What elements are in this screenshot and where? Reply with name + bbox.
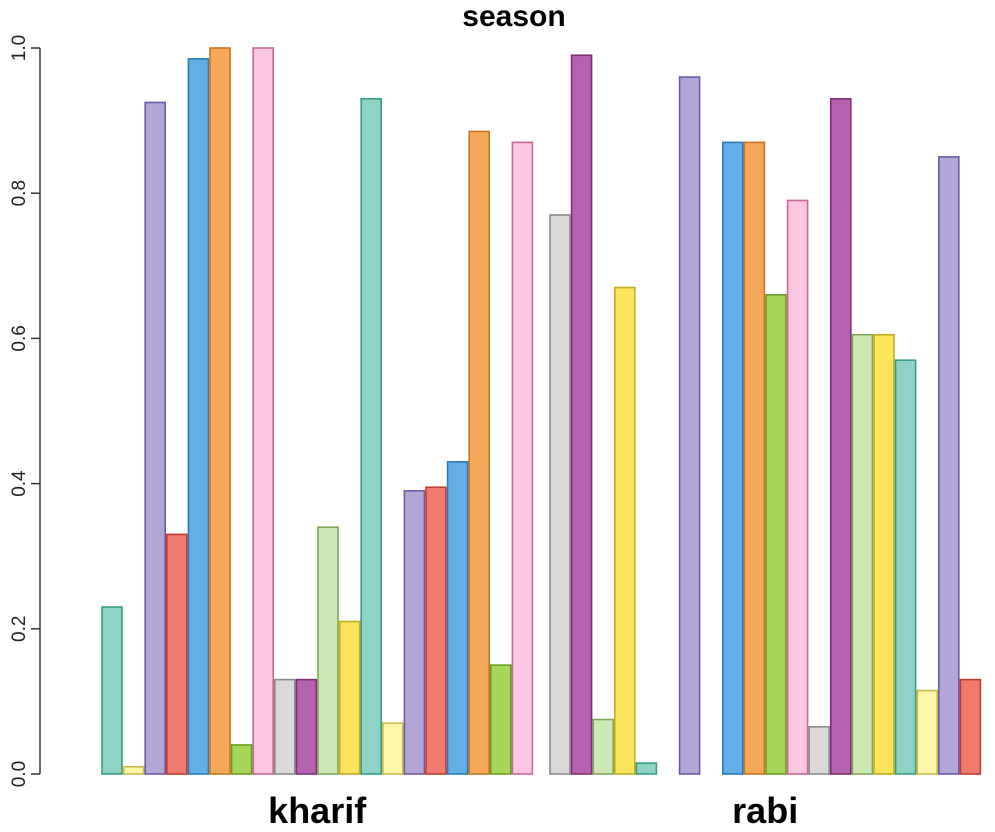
bar-rabi-9 xyxy=(721,141,744,775)
bar-kharif-1 xyxy=(101,606,123,775)
bar-kharif-17 xyxy=(446,461,469,775)
bar-kharif-18 xyxy=(468,130,491,775)
y-tick-label: 0.4 xyxy=(9,470,30,497)
bar-rabi-13 xyxy=(808,726,831,775)
y-tick-label: 0.6 xyxy=(9,325,30,351)
bar-rabi-2 xyxy=(570,54,593,775)
bar-rabi-12 xyxy=(786,199,809,775)
bar-kharif-11 xyxy=(317,526,339,775)
y-tick-label: 0.2 xyxy=(9,616,30,642)
bar-rabi-3 xyxy=(592,718,615,775)
y-tick-label: 0.8 xyxy=(9,180,30,206)
bar-kharif-12 xyxy=(338,620,361,775)
group-label-rabi: rabi xyxy=(732,790,798,831)
bar-kharif-9 xyxy=(273,678,296,775)
bar-rabi-4 xyxy=(613,286,636,775)
bar-kharif-3 xyxy=(144,101,166,775)
bars-layer xyxy=(101,47,982,775)
bar-kharif-14 xyxy=(381,722,404,775)
bar-kharif-20 xyxy=(511,141,534,775)
y-tick-label: 1.0 xyxy=(9,35,30,61)
bar-rabi-10 xyxy=(743,141,766,775)
bar-rabi-15 xyxy=(851,333,874,775)
group-labels: kharif rabi xyxy=(268,790,798,831)
bar-rabi-20 xyxy=(959,678,982,775)
bar-kharif-4 xyxy=(166,533,188,775)
bar-rabi-17 xyxy=(894,359,917,775)
bar-rabi-14 xyxy=(829,98,852,775)
group-label-kharif: kharif xyxy=(268,790,367,831)
y-axis: 0.0 0.2 0.4 0.6 0.8 1.0 xyxy=(9,35,41,787)
bar-kharif-15 xyxy=(403,490,426,775)
bar-rabi-1 xyxy=(549,214,571,775)
bar-kharif-6 xyxy=(209,47,231,775)
chart-title: season xyxy=(462,0,565,33)
bar-rabi-18 xyxy=(916,689,939,775)
bar-kharif-7 xyxy=(230,744,253,775)
bar-kharif-19 xyxy=(489,664,512,775)
bar-rabi-5 xyxy=(635,762,658,775)
bar-kharif-10 xyxy=(295,678,318,775)
bar-rabi-7 xyxy=(678,76,701,775)
bar-kharif-2 xyxy=(122,765,145,775)
y-tick-label: 0.0 xyxy=(9,761,30,787)
bar-kharif-16 xyxy=(425,486,447,775)
bar-kharif-13 xyxy=(360,98,383,775)
bar-rabi-19 xyxy=(937,156,960,775)
bar-rabi-11 xyxy=(765,294,787,775)
bar-kharif-5 xyxy=(187,58,210,775)
bar-kharif-8 xyxy=(252,47,274,775)
bar-rabi-16 xyxy=(873,333,895,775)
